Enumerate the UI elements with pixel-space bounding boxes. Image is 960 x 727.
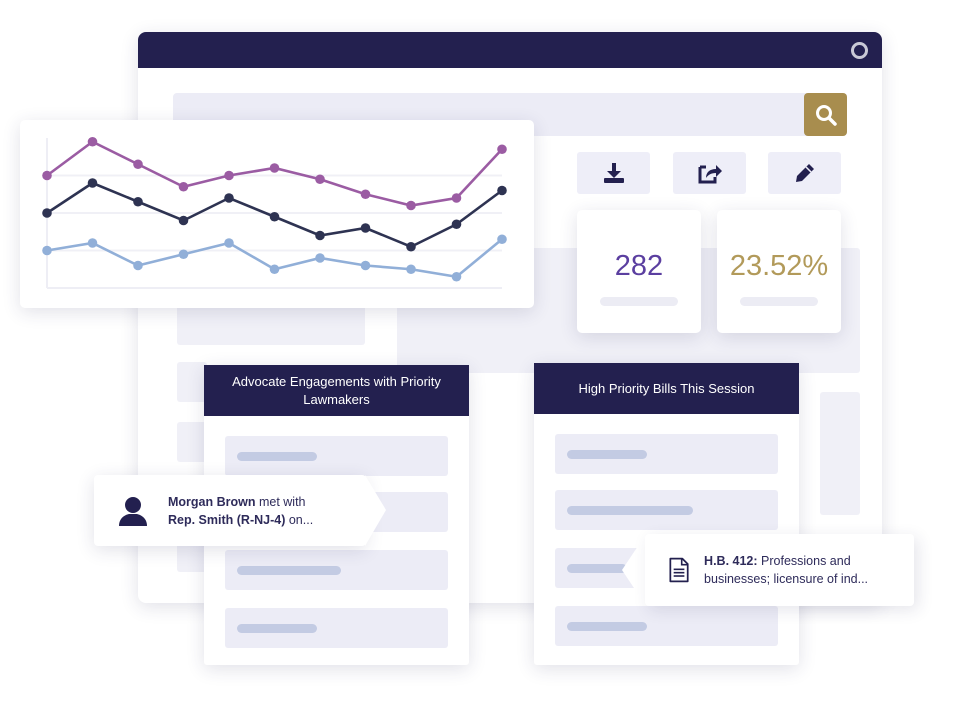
stat-card-percent: 23.52%	[717, 210, 841, 333]
placeholder-block	[820, 392, 860, 515]
advocate-name: Morgan Brown	[168, 494, 256, 509]
data-point	[451, 193, 462, 203]
data-point	[406, 264, 416, 275]
data-point	[224, 193, 234, 203]
data-point	[315, 230, 325, 241]
data-point	[360, 189, 371, 200]
data-point	[269, 163, 280, 173]
data-point	[497, 144, 507, 155]
bills-panel: High Priority Bills This Session	[534, 363, 799, 665]
download-button[interactable]	[577, 152, 650, 194]
tooltip-arrow	[365, 475, 386, 546]
line-chart-card	[20, 120, 534, 308]
data-point	[133, 159, 143, 170]
data-point	[451, 219, 462, 230]
stat-label-placeholder	[600, 297, 678, 306]
data-point	[87, 136, 98, 147]
stat-value: 23.52%	[729, 250, 829, 282]
bill-title: Professions and businesses; licensure of…	[704, 554, 869, 586]
data-point	[497, 185, 507, 196]
edit-button[interactable]	[768, 152, 841, 194]
data-point	[42, 170, 52, 181]
series-line-0	[46, 140, 503, 207]
search-button[interactable]	[804, 93, 847, 136]
data-point	[178, 181, 189, 192]
data-point	[133, 196, 143, 207]
line-chart	[42, 136, 507, 289]
data-point	[406, 200, 416, 211]
list-item[interactable]	[225, 550, 448, 590]
app-logo-icon	[851, 42, 868, 59]
engagement-verb: met with	[255, 494, 306, 509]
list-item[interactable]	[225, 436, 448, 476]
data-point	[497, 234, 507, 245]
data-point	[269, 264, 280, 275]
edit-icon	[795, 164, 814, 182]
data-point	[224, 170, 234, 181]
data-point	[360, 223, 371, 233]
share-icon	[698, 165, 722, 184]
data-point	[42, 208, 52, 218]
panel-title: High Priority Bills This Session	[534, 363, 799, 414]
lawmaker-name: Rep. Smith (R-NJ-4)	[168, 512, 286, 527]
document-icon	[669, 557, 689, 583]
data-point	[269, 211, 280, 222]
stat-value: 282	[614, 250, 664, 282]
placeholder-block	[177, 422, 207, 462]
data-point	[42, 245, 52, 256]
data-point	[87, 178, 98, 188]
share-button[interactable]	[673, 152, 746, 194]
engagement-tail: on...	[285, 512, 314, 527]
data-point	[178, 249, 189, 260]
tooltip-arrow	[622, 534, 646, 606]
data-point	[133, 260, 143, 271]
bill-text: H.B. 412: Professions and businesses; li…	[704, 552, 914, 588]
panel-title: Advocate Engagements with Priority Lawma…	[204, 365, 469, 416]
person-icon	[119, 496, 147, 526]
data-point	[315, 253, 325, 263]
data-point	[360, 260, 371, 271]
bill-id: H.B. 412:	[704, 554, 758, 568]
engagement-tooltip: Morgan Brown met with Rep. Smith (R-NJ-4…	[94, 475, 366, 546]
list-item[interactable]	[555, 606, 778, 646]
search-icon	[815, 104, 837, 126]
window-header	[138, 32, 882, 68]
data-point	[315, 174, 325, 185]
stat-label-placeholder	[740, 297, 818, 306]
list-item[interactable]	[225, 608, 448, 648]
engagement-text: Morgan Brown met with Rep. Smith (R-NJ-4…	[168, 493, 313, 529]
download-icon	[603, 163, 624, 183]
data-point	[451, 271, 462, 282]
stat-card-count: 282	[577, 210, 701, 333]
data-point	[178, 215, 189, 226]
data-point	[87, 238, 98, 248]
bill-tooltip: H.B. 412: Professions and businesses; li…	[645, 534, 914, 606]
data-point	[406, 241, 416, 252]
placeholder-block	[177, 362, 207, 402]
list-item[interactable]	[555, 490, 778, 530]
list-item[interactable]	[555, 434, 778, 474]
data-point	[224, 238, 234, 248]
